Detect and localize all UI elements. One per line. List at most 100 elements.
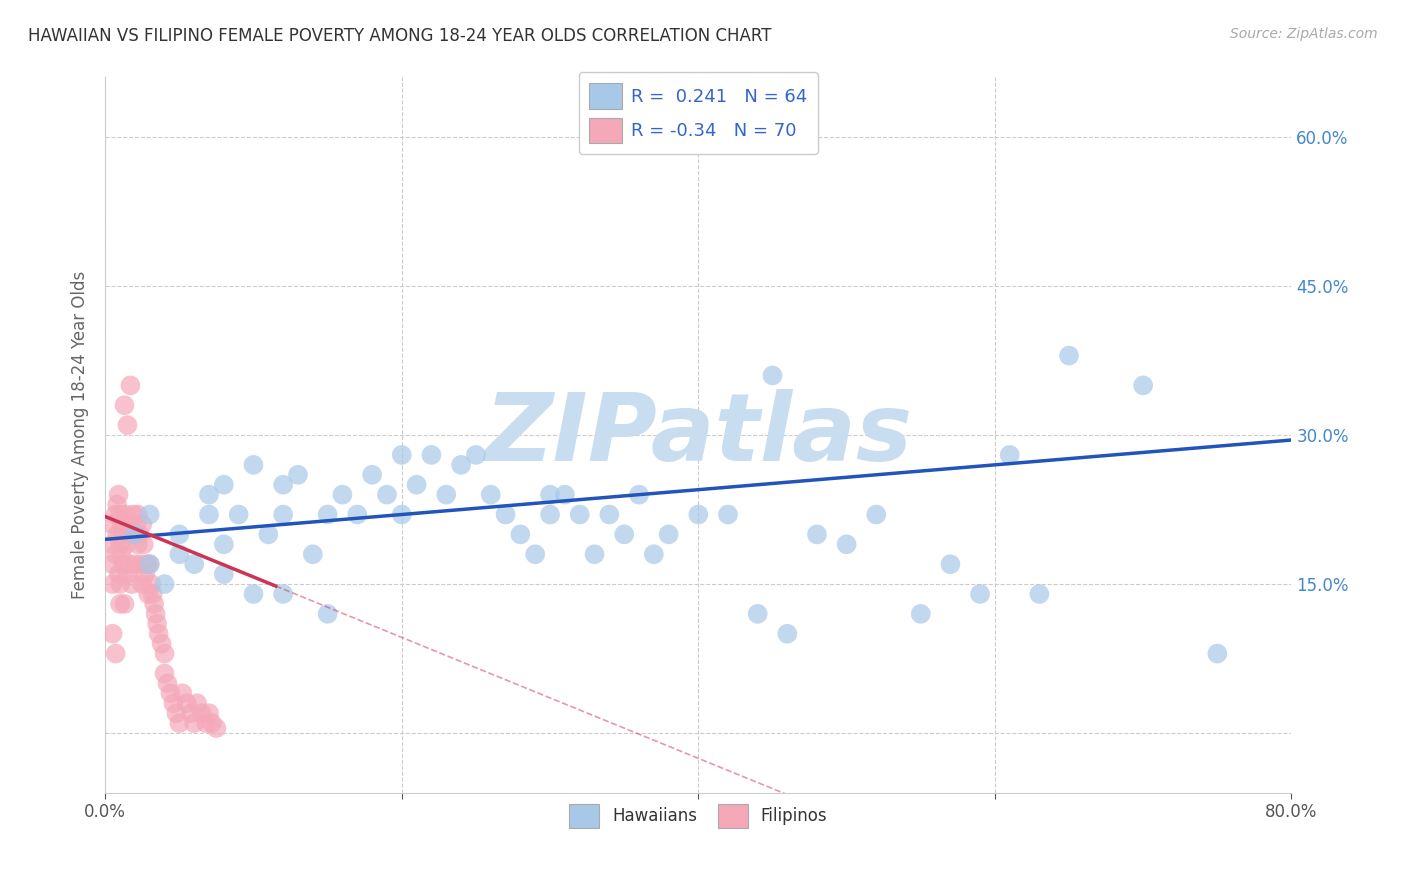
Point	[613, 527, 636, 541]
Point	[183, 716, 205, 731]
Point	[131, 517, 153, 532]
Point	[242, 458, 264, 472]
Point	[434, 488, 457, 502]
Point	[198, 488, 221, 502]
Point	[101, 557, 124, 571]
Point	[138, 508, 160, 522]
Point	[105, 498, 128, 512]
Point	[183, 557, 205, 571]
Point	[806, 527, 828, 541]
Point	[129, 557, 152, 571]
Point	[747, 607, 769, 621]
Point	[104, 508, 127, 522]
Point	[122, 508, 145, 522]
Point	[108, 537, 131, 551]
Point	[107, 488, 129, 502]
Point	[316, 508, 339, 522]
Point	[495, 508, 517, 522]
Point	[375, 488, 398, 502]
Point	[865, 508, 887, 522]
Point	[121, 527, 143, 541]
Point	[509, 527, 531, 541]
Point	[101, 517, 124, 532]
Point	[107, 567, 129, 582]
Point	[146, 616, 169, 631]
Point	[479, 488, 502, 502]
Point	[114, 398, 136, 412]
Point	[110, 517, 132, 532]
Point	[212, 537, 235, 551]
Point	[124, 557, 146, 571]
Point	[464, 448, 486, 462]
Text: HAWAIIAN VS FILIPINO FEMALE POVERTY AMONG 18-24 YEAR OLDS CORRELATION CHART: HAWAIIAN VS FILIPINO FEMALE POVERTY AMON…	[28, 27, 772, 45]
Point	[180, 706, 202, 721]
Point	[134, 567, 156, 582]
Point	[228, 508, 250, 522]
Point	[1206, 647, 1229, 661]
Point	[128, 527, 150, 541]
Point	[538, 508, 561, 522]
Point	[405, 477, 427, 491]
Point	[195, 716, 218, 731]
Point	[121, 577, 143, 591]
Point	[159, 686, 181, 700]
Point	[169, 547, 191, 561]
Point	[643, 547, 665, 561]
Point	[761, 368, 783, 383]
Point	[198, 706, 221, 721]
Point	[169, 716, 191, 731]
Point	[242, 587, 264, 601]
Point	[271, 477, 294, 491]
Point	[162, 696, 184, 710]
Point	[101, 626, 124, 640]
Point	[108, 508, 131, 522]
Point	[111, 527, 134, 541]
Point	[998, 448, 1021, 462]
Point	[148, 626, 170, 640]
Point	[776, 626, 799, 640]
Point	[583, 547, 606, 561]
Point	[172, 686, 194, 700]
Point	[108, 577, 131, 591]
Point	[145, 607, 167, 621]
Point	[205, 721, 228, 735]
Point	[132, 537, 155, 551]
Point	[127, 537, 149, 551]
Point	[969, 587, 991, 601]
Point	[361, 467, 384, 482]
Point	[118, 517, 141, 532]
Text: Source: ZipAtlas.com: Source: ZipAtlas.com	[1230, 27, 1378, 41]
Point	[138, 557, 160, 571]
Point	[688, 508, 710, 522]
Point	[108, 597, 131, 611]
Point	[124, 527, 146, 541]
Point	[554, 488, 576, 502]
Point	[124, 527, 146, 541]
Point	[115, 537, 138, 551]
Point	[658, 527, 681, 541]
Point	[110, 547, 132, 561]
Point	[176, 696, 198, 710]
Legend: Hawaiians, Filipinos: Hawaiians, Filipinos	[562, 797, 834, 834]
Point	[131, 577, 153, 591]
Point	[391, 448, 413, 462]
Point	[420, 448, 443, 462]
Point	[135, 557, 157, 571]
Point	[212, 477, 235, 491]
Point	[186, 696, 208, 710]
Point	[835, 537, 858, 551]
Point	[165, 706, 187, 721]
Point	[141, 577, 163, 591]
Point	[717, 508, 740, 522]
Point	[150, 637, 173, 651]
Point	[271, 508, 294, 522]
Point	[136, 587, 159, 601]
Y-axis label: Female Poverty Among 18-24 Year Olds: Female Poverty Among 18-24 Year Olds	[72, 271, 89, 599]
Point	[939, 557, 962, 571]
Point	[125, 517, 148, 532]
Point	[117, 418, 139, 433]
Point	[1132, 378, 1154, 392]
Point	[346, 508, 368, 522]
Point	[1028, 587, 1050, 601]
Point	[127, 508, 149, 522]
